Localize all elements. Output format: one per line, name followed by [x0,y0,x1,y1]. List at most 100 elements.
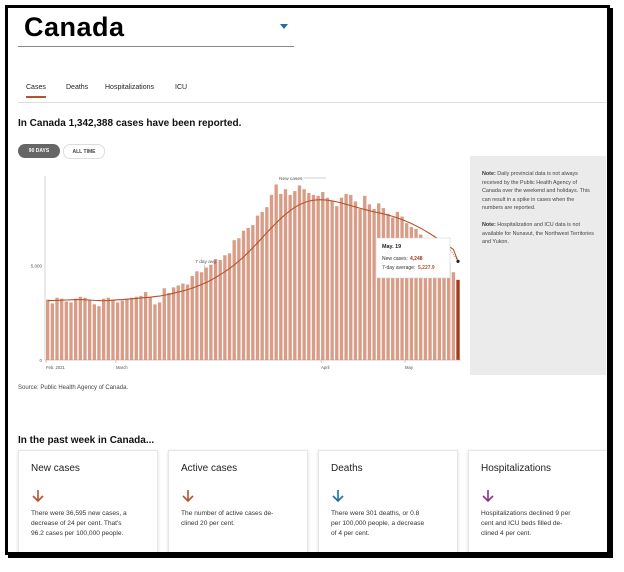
chart-bar [269,194,274,360]
card-title: Deaths [331,463,363,474]
card-line: There were 36,595 new cases, a [31,510,127,517]
chart-bar [83,297,87,360]
page-headline: In Canada 1,342,388 cases have been repo… [18,118,242,129]
chart-bar [153,304,157,360]
x-tick-label: April [321,365,329,370]
tab-icu[interactable]: ICU [175,84,188,91]
chart-bar [92,304,96,360]
tab-deaths[interactable]: Deaths [66,84,89,91]
metric-tabs: Cases Deaths Hospitalizations ICU [18,76,607,103]
chart-bar [358,209,362,360]
chart-bar [367,204,372,360]
chart-bar [237,238,241,360]
chart-bar [115,302,120,360]
chart-bar [283,189,288,360]
chart-bar [209,264,213,360]
chart-bar [335,206,339,360]
chart-bar [251,225,255,360]
chart-bar [106,297,110,360]
chart-bar [134,296,138,360]
annotation-new-cases: New cases [279,176,303,182]
tooltip-avg-value: 5,227.9 [418,265,435,271]
chart-source: Source: Public Health Agency of Canada. [18,385,129,391]
chart-bar [64,301,69,360]
x-tick-label: May [405,365,414,370]
card-active-cases: Active cases The number of active cases … [168,450,308,552]
chart-bar [218,259,222,360]
chart-bar [447,262,451,360]
chart-bar [223,255,227,360]
chart-bar [409,226,414,360]
card-line: decrease of 24 per cent. That's [31,520,122,527]
note-2-text: Hospitalization and ICU data is not avai… [482,221,594,246]
chart-bar [157,302,162,360]
chart-bar [423,239,428,360]
chart-bar [227,253,232,360]
note-2: Note: Hospitalization and ICU data is no… [482,221,596,247]
chart-bar [297,185,302,360]
y-tick-label: 5,000 [31,264,43,269]
chart-bar [246,227,250,360]
chart-bar [73,298,78,360]
range-90-days-button[interactable]: 90 DAYS [18,144,60,158]
card-text: Hospitalizations declined 9 per cent and… [481,509,597,539]
chart-bar [171,287,176,360]
region-dropdown[interactable]: Canada [18,10,294,47]
chart-bar [195,271,199,360]
chart-bar [451,272,456,360]
tab-cases[interactable]: Cases [26,84,46,98]
card-hospitalizations: Hospitalizations Hospitalizations declin… [468,450,607,552]
chart-bar [288,194,292,360]
chart-bar [279,193,283,360]
seven-day-average-line [47,199,459,302]
arrow-down-icon [181,489,297,507]
card-deaths: Deaths There were 301 deaths, or 0.8 per… [318,450,458,552]
arrow-down-icon [481,489,597,507]
x-tick-label: Feb. 2021 [46,365,66,370]
card-line: per 100,000 people, a decrease [331,520,425,527]
chevron-down-icon[interactable] [280,24,288,29]
arrow-down-icon [31,489,147,507]
chart-bar [176,285,180,360]
card-line: cent and ICU beds filled de- [481,520,563,527]
chart-bar [363,195,367,360]
chart-bar [97,306,101,360]
annotation-seven-day-avg: 7 day avg. [195,259,217,265]
chart-bar [353,201,358,360]
note-1: Note: Daily provincial data is not alway… [482,170,596,213]
tooltip-new-cases-label: New cases: [382,256,408,262]
tooltip-dot [456,259,460,263]
chart-bar [344,193,348,360]
chart-bar [265,207,269,360]
notes-panel: Note: Daily provincial data is not alway… [470,156,606,375]
chart-bar [419,234,423,360]
chart-bar [321,192,325,360]
tooltip-avg-label: 7-day average: [382,265,415,271]
chart-bar [241,230,246,360]
card-line: clined 4 per cent. [481,530,532,537]
chart-bar [260,211,264,360]
region-title: Canada [24,12,125,42]
chart-bar [111,299,115,360]
week-heading: In the past week in Canada... [18,435,155,446]
chart-bar [78,296,82,360]
chart-bar [101,298,106,360]
chart-bar [232,240,236,360]
chart-bar [316,195,320,360]
note-1-label: Note: [482,171,496,177]
chart-bar [69,302,73,360]
chart-bar [405,223,409,360]
card-line: clined 20 per cent. [181,520,235,527]
tab-hospitalizations[interactable]: Hospitalizations [105,84,155,91]
x-tick-label: March [116,365,128,370]
card-text: There were 301 deaths, or 0.8 per 100,00… [331,509,447,539]
card-line: 96.2 cases per 100,000 people. [31,530,124,537]
chart-bar [167,293,171,360]
chart-bar [428,243,432,360]
card-title: Active cases [181,463,238,474]
chart-bar [302,189,306,360]
chart-bar [46,299,50,360]
chart-bar [55,297,59,360]
tooltip-box [375,237,451,279]
range-all-time-button[interactable]: ALL TIME [63,144,105,159]
